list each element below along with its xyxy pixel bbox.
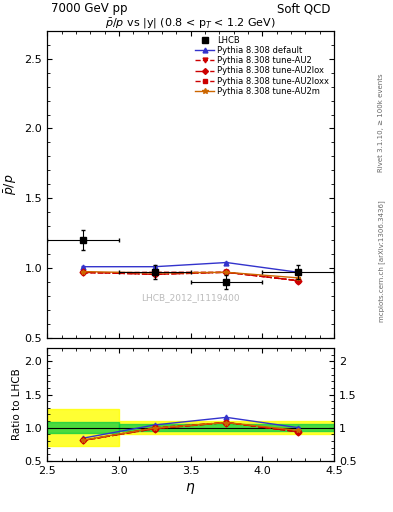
Text: LHCB_2012_I1119400: LHCB_2012_I1119400 [141,293,240,303]
Bar [119,424,334,431]
Y-axis label: Ratio to LHCB: Ratio to LHCB [12,369,22,440]
Text: Rivet 3.1.10, ≥ 100k events: Rivet 3.1.10, ≥ 100k events [378,74,384,172]
Text: mcplots.cern.ch [arXiv:1306.3436]: mcplots.cern.ch [arXiv:1306.3436] [378,200,385,322]
Text: 7000 GeV pp: 7000 GeV pp [51,3,128,15]
Legend: LHCB, Pythia 8.308 default, Pythia 8.308 tune-AU2, Pythia 8.308 tune-AU2lox, Pyt: LHCB, Pythia 8.308 default, Pythia 8.308… [192,32,332,99]
Text: Soft QCD: Soft QCD [277,3,330,15]
Bar [47,409,119,446]
X-axis label: $\eta$: $\eta$ [185,481,196,496]
Title: $\bar{p}/p$ vs |y| (0.8 < p$_{T}$ < 1.2 GeV): $\bar{p}/p$ vs |y| (0.8 < p$_{T}$ < 1.2 … [105,16,276,31]
Bar [119,421,334,434]
Y-axis label: $\bar{p}/p$: $\bar{p}/p$ [2,174,19,195]
Bar [47,422,119,433]
